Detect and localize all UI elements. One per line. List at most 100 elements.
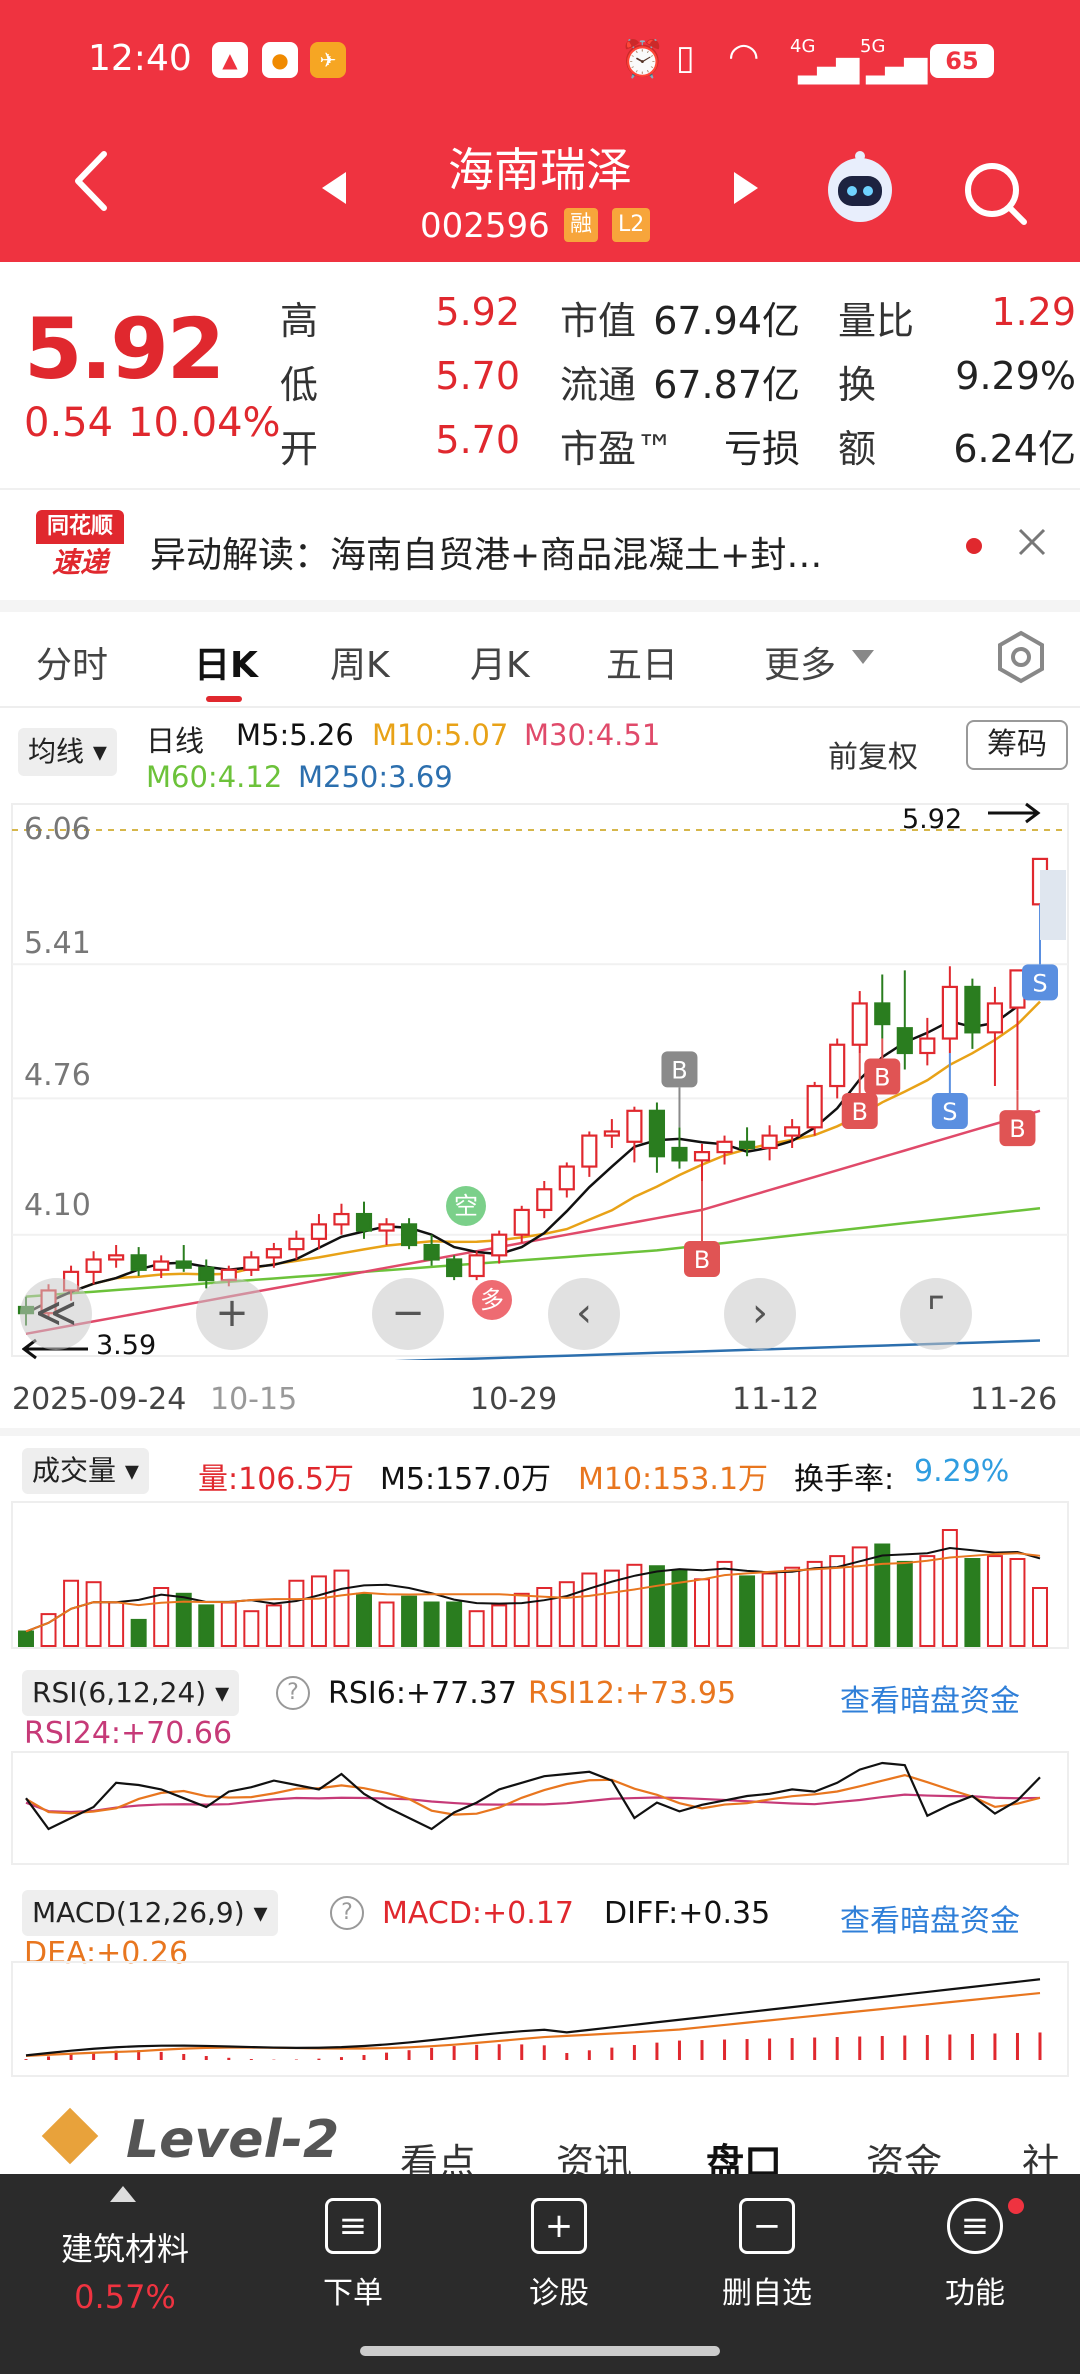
news-banner[interactable]: 同花顺 速递 异动解读：海南自贸港+商品混凝土+封… bbox=[0, 488, 1080, 600]
volume-bar bbox=[423, 1601, 440, 1647]
scroll-handle bbox=[1040, 870, 1066, 940]
tab-five-day[interactable]: 五日 bbox=[606, 645, 679, 686]
macd-selector[interactable]: MACD(12,26,9) ▾ bbox=[22, 1890, 278, 1936]
volume-bar bbox=[108, 1601, 125, 1647]
prev-stock-icon[interactable] bbox=[320, 170, 348, 210]
float-value: 67.87亿 bbox=[653, 363, 800, 407]
long-signal-badge[interactable]: 多 bbox=[472, 1280, 512, 1320]
volume-selector-label: 成交量 bbox=[32, 1454, 117, 1487]
candle-body bbox=[468, 1254, 485, 1278]
ma-selector[interactable]: 均线 ▾ bbox=[18, 728, 117, 776]
app-notification-icon: ● bbox=[262, 42, 298, 78]
candle-body bbox=[896, 1027, 913, 1055]
high-value: 5.92 bbox=[435, 290, 520, 334]
turnover-rate-label: 换手率: bbox=[794, 1462, 895, 1497]
open-label: 开 bbox=[280, 427, 319, 471]
zoom-out-icon[interactable]: − bbox=[372, 1278, 444, 1350]
volume-selector[interactable]: 成交量 ▾ bbox=[22, 1448, 149, 1494]
volume-bar bbox=[694, 1578, 710, 1647]
rsi-chart[interactable] bbox=[0, 1750, 1080, 1866]
status-time: 12:40 bbox=[88, 38, 192, 79]
help-icon[interactable]: ? bbox=[330, 1896, 364, 1930]
news-logo: 同花顺 速递 bbox=[36, 510, 124, 582]
adjust-mode[interactable]: 前复权 bbox=[828, 740, 918, 775]
y-tick: 5.41 bbox=[24, 926, 91, 961]
volume-bar bbox=[964, 1558, 981, 1647]
news-logo-bottom: 速递 bbox=[51, 546, 108, 579]
fullscreen-icon[interactable]: ⌜ bbox=[900, 1278, 972, 1350]
macd-value: MACD:+0.17 bbox=[382, 1896, 574, 1931]
chevron-down-icon[interactable] bbox=[852, 650, 874, 670]
help-icon[interactable]: ? bbox=[276, 1676, 310, 1710]
sector-pct: 0.57% bbox=[74, 2278, 176, 2316]
date-label: 10-29 bbox=[470, 1382, 558, 1417]
function-button[interactable]: ≡ 功能 bbox=[890, 2198, 1060, 2312]
level2-tag: L2 bbox=[612, 208, 651, 242]
sector-name[interactable]: 建筑材料 bbox=[60, 2230, 189, 2268]
search-icon[interactable] bbox=[962, 160, 1028, 230]
candle-body bbox=[671, 1146, 688, 1162]
robot-assistant-icon[interactable] bbox=[822, 150, 898, 230]
tab-monthly-k[interactable]: 月K bbox=[470, 645, 530, 686]
dark-pool-link[interactable]: 查看暗盘资金 bbox=[840, 1904, 1020, 1939]
tab-more[interactable]: 更多 bbox=[764, 645, 837, 686]
next-stock-icon[interactable] bbox=[732, 170, 760, 210]
settings-hex-icon[interactable] bbox=[994, 630, 1048, 688]
candle-body bbox=[558, 1165, 575, 1191]
tab-daily-k[interactable]: 日K bbox=[194, 645, 258, 686]
scroll-right-icon[interactable]: › bbox=[724, 1278, 796, 1350]
chips-button[interactable]: 筹码 bbox=[966, 720, 1068, 770]
volume-amount: 量:106.5万 bbox=[198, 1462, 354, 1497]
candle-body bbox=[874, 1002, 891, 1026]
price-change-pct: 10.04% bbox=[128, 400, 281, 446]
signal-marker-label: B bbox=[694, 1246, 710, 1274]
signal-marker bbox=[864, 1058, 901, 1095]
zoom-in-icon[interactable]: + bbox=[196, 1278, 268, 1350]
volume-bar bbox=[378, 1601, 395, 1647]
volume-bar bbox=[288, 1579, 305, 1647]
diff-line bbox=[25, 1978, 1041, 2057]
rsi6-value: RSI6:+77.37 bbox=[328, 1676, 517, 1711]
candle-body bbox=[288, 1237, 305, 1251]
volume-bar bbox=[1032, 1587, 1048, 1647]
signal-marker bbox=[841, 1092, 878, 1129]
macd-chart[interactable] bbox=[0, 1960, 1080, 2078]
ma60-value: M60:4.12 bbox=[146, 760, 283, 794]
volume-bar bbox=[513, 1592, 530, 1648]
volume-bar bbox=[40, 1613, 57, 1647]
rsi-selector-label: RSI(6,12,24) bbox=[32, 1676, 207, 1709]
candle-body bbox=[153, 1260, 170, 1271]
volume-bar bbox=[130, 1618, 147, 1648]
tab-intraday[interactable]: 分时 bbox=[36, 645, 109, 686]
signal-marker bbox=[999, 1110, 1036, 1147]
home-indicator bbox=[360, 2346, 720, 2356]
level2-tab[interactable]: Level-2 bbox=[126, 2110, 340, 2170]
diagnose-button[interactable]: + 诊股 bbox=[474, 2198, 644, 2312]
scroll-left-icon[interactable]: ‹ bbox=[548, 1278, 620, 1350]
short-signal-badge[interactable]: 空 bbox=[446, 1186, 486, 1226]
ma-selector-label: 均线 bbox=[28, 735, 85, 768]
volume-bar bbox=[265, 1604, 282, 1647]
dark-pool-link[interactable]: 查看暗盘资金 bbox=[840, 1684, 1020, 1719]
close-icon[interactable] bbox=[1016, 526, 1048, 562]
diagnose-icon: + bbox=[531, 2198, 587, 2254]
back-icon[interactable] bbox=[70, 148, 110, 218]
low-mark-label: 3.59 bbox=[96, 1330, 157, 1361]
news-logo-top: 同花顺 bbox=[36, 510, 124, 544]
volume-bar bbox=[468, 1610, 485, 1647]
rsi-selector[interactable]: RSI(6,12,24) ▾ bbox=[22, 1670, 240, 1716]
signal-label: 5G bbox=[860, 36, 886, 57]
order-button[interactable]: ≡ 下单 bbox=[268, 2198, 438, 2312]
header: 12:40 ▲ ● ✈ ⏰ ▯ ◠ 4G ▂▄▆ 5G ▂▄▆ 65 海南瑞泽 … bbox=[0, 0, 1080, 262]
volume-bar bbox=[243, 1610, 260, 1647]
function-label: 功能 bbox=[945, 2276, 1005, 2311]
tab-weekly-k[interactable]: 周K bbox=[330, 645, 390, 686]
signal-marker bbox=[1022, 964, 1058, 1001]
remove-watchlist-button[interactable]: − 删自选 bbox=[682, 2198, 852, 2312]
rsi6-line bbox=[25, 1761, 1041, 1831]
volume-chart[interactable] bbox=[0, 1500, 1080, 1650]
candle-body bbox=[693, 1151, 711, 1162]
fast-back-icon[interactable]: ≪ bbox=[20, 1278, 92, 1350]
date-label: 2025-09-24 bbox=[12, 1382, 187, 1417]
